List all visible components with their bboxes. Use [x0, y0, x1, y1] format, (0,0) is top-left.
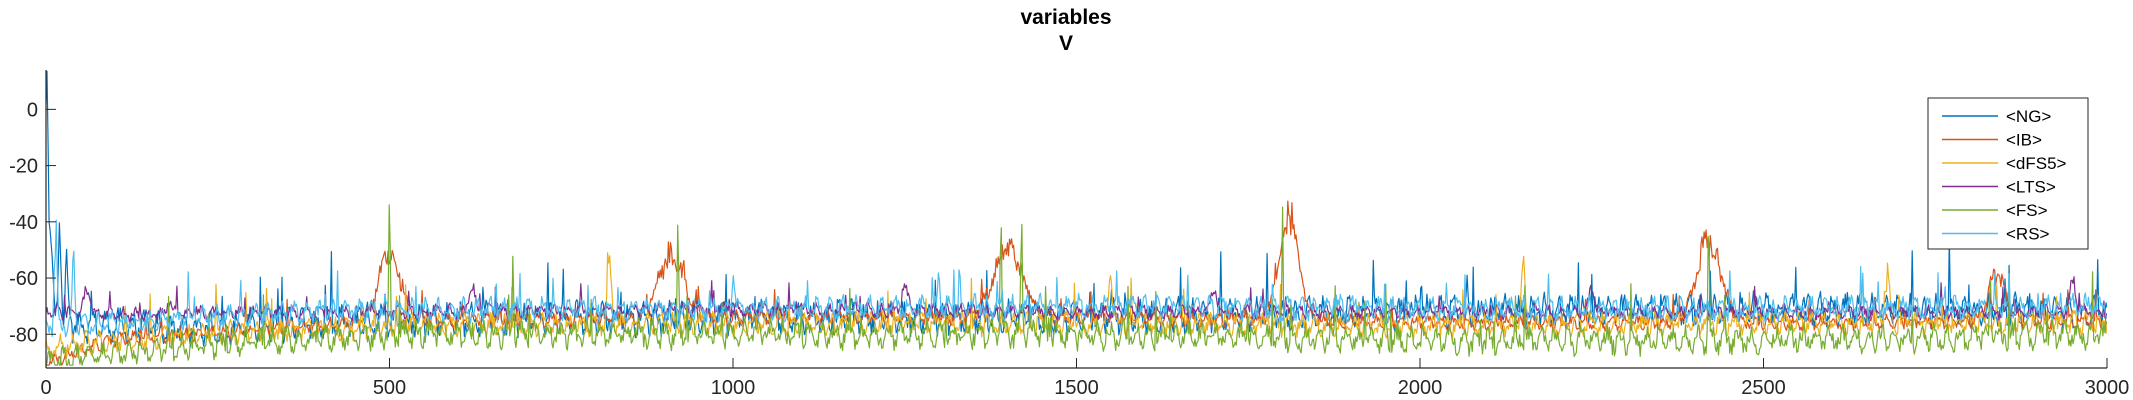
series-line [46, 252, 2107, 360]
y-tick-label: -60 [9, 268, 38, 290]
legend-label: <IB> [2006, 131, 2042, 150]
legend-label: <FS> [2006, 201, 2048, 220]
legend: <NG> <IB> <dFS5> <LTS> <FS> <RS> [1927, 97, 2089, 250]
series-line [46, 204, 2107, 366]
legend-box [1927, 97, 2089, 250]
y-tick-label: -40 [9, 212, 38, 234]
x-ticks: 0 500 1000 1500 2000 2500 3000 [40, 358, 2129, 399]
series-layer [46, 70, 2107, 366]
legend-label: <dFS5> [2006, 154, 2067, 173]
series-line [46, 200, 2107, 366]
y-ticks: 0 -20 -40 -60 -80 [9, 99, 56, 346]
x-tick-label: 1000 [711, 377, 756, 399]
y-tick-label: 0 [27, 99, 38, 121]
legend-label: <RS> [2006, 225, 2050, 244]
legend-label: <NG> [2006, 107, 2051, 126]
y-tick-label: -20 [9, 156, 38, 178]
x-tick-label: 500 [373, 377, 406, 399]
x-tick-label: 2000 [1398, 377, 1443, 399]
x-tick-label: 2500 [1741, 377, 1786, 399]
chart-subtitle: V [1059, 32, 1073, 55]
series-line [46, 219, 2107, 338]
x-tick-label: 0 [40, 377, 51, 399]
y-tick-label: -80 [9, 324, 38, 346]
chart-title: variables [1020, 6, 1111, 29]
x-tick-label: 3000 [2085, 377, 2130, 399]
legend-label: <LTS> [2006, 178, 2056, 197]
x-tick-label: 1500 [1054, 377, 1099, 399]
